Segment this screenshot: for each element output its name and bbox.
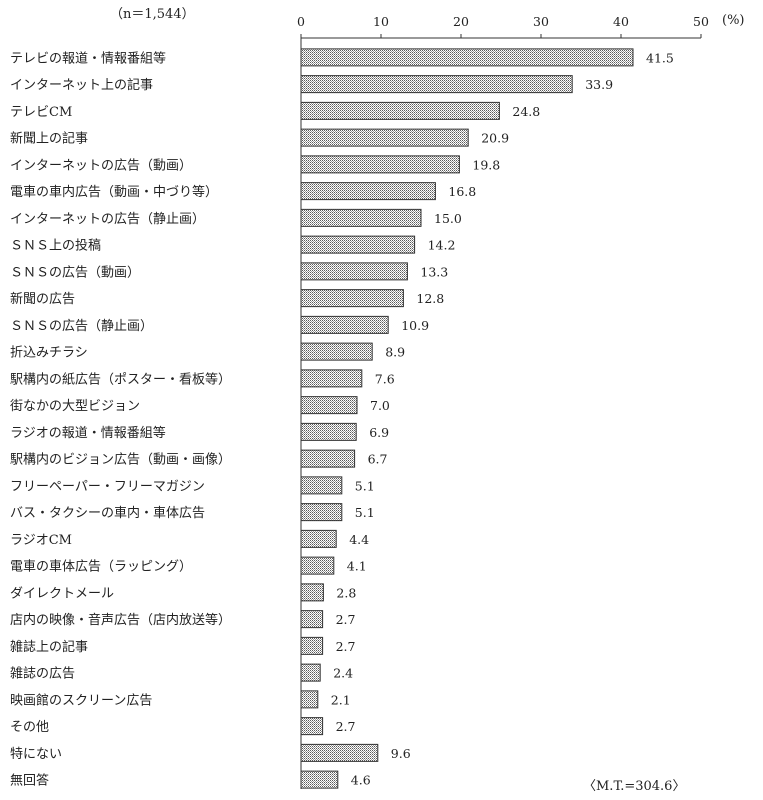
category-label: 店内の映像・音声広告（店内放送等） <box>10 612 231 628</box>
category-label: テレビCM <box>10 105 72 120</box>
category-label: 折込みチラシ <box>10 346 88 361</box>
value-label: 13.3 <box>420 264 448 279</box>
bar <box>300 289 404 308</box>
value-label: 33.9 <box>585 77 613 92</box>
bar <box>300 743 379 762</box>
value-label: 4.6 <box>351 773 371 788</box>
category-label: ＳＮＳの広告（動画） <box>10 265 140 280</box>
bar <box>300 75 573 94</box>
value-label: 2.7 <box>336 719 356 734</box>
bar <box>300 529 337 548</box>
value-label: 6.9 <box>369 425 389 440</box>
value-label: 7.0 <box>370 398 390 413</box>
value-label: 10.9 <box>401 318 429 333</box>
bar <box>300 583 324 602</box>
value-label: 19.8 <box>472 157 500 172</box>
value-label: 4.1 <box>347 559 367 574</box>
bar <box>300 128 469 147</box>
category-label: 駅構内の紙広告（ポスター・看板等） <box>10 371 231 387</box>
category-label: 電車の車内広告（動画・中づり等） <box>10 184 218 200</box>
sample-size-label: （n＝1,544） <box>110 7 195 22</box>
category-label: ＳＮＳ上の投稿 <box>10 238 101 254</box>
value-label: 4.4 <box>349 532 369 547</box>
category-label: 街なかの大型ビジョン <box>10 399 140 414</box>
bar <box>300 636 324 655</box>
bar <box>300 396 358 415</box>
value-label: 2.7 <box>336 612 356 627</box>
unit-label: (%) <box>722 13 745 28</box>
category-label: ラジオCM <box>10 533 72 548</box>
value-label: 12.8 <box>416 291 444 306</box>
bar <box>300 556 335 575</box>
bar <box>300 610 324 629</box>
bar <box>300 182 436 201</box>
x-tick-label: 0 <box>297 14 305 29</box>
category-label: ダイレクトメール <box>10 586 114 601</box>
value-label: 2.8 <box>336 585 356 600</box>
category-label: バス・タクシーの車内・車体広告 <box>10 505 205 521</box>
value-label: 7.6 <box>375 371 395 386</box>
category-label: インターネット上の記事 <box>10 77 153 93</box>
category-label: インターネットの広告（静止画） <box>10 212 205 227</box>
category-label: 無回答 <box>10 773 49 789</box>
category-label: 特にない <box>10 747 62 762</box>
bar <box>300 262 408 281</box>
bar <box>300 770 339 789</box>
value-label: 16.8 <box>448 184 476 199</box>
value-label: 6.7 <box>368 452 388 467</box>
category-label: 新聞上の記事 <box>10 131 88 147</box>
value-label: 9.6 <box>391 746 411 761</box>
bar <box>300 315 389 334</box>
category-label: その他 <box>10 720 49 735</box>
category-label: 雑誌の広告 <box>10 666 75 682</box>
category-label: 駅構内のビジョン広告（動画・画像） <box>10 452 231 468</box>
category-label: 雑誌上の記事 <box>10 639 88 655</box>
bar <box>300 155 460 174</box>
category-label: 電車の車体広告（ラッピング） <box>10 560 192 575</box>
value-label: 5.1 <box>355 505 375 520</box>
value-label: 2.4 <box>333 666 353 681</box>
bar <box>300 369 363 388</box>
x-tick-label: 20 <box>453 14 469 29</box>
value-label: 24.8 <box>512 104 540 119</box>
bar <box>300 235 416 254</box>
bar <box>300 717 324 736</box>
bar <box>300 208 422 227</box>
value-label: 41.5 <box>646 50 674 65</box>
category-label: 映画館のスクリーン広告 <box>10 693 152 708</box>
value-label: 14.2 <box>428 238 456 253</box>
bar <box>300 476 343 495</box>
bar <box>300 503 343 522</box>
bar <box>300 690 319 709</box>
value-label: 15.0 <box>434 211 462 226</box>
bar <box>300 663 321 682</box>
bar <box>300 422 357 441</box>
total-note: 〈M.T.=304.6〉 <box>583 779 685 794</box>
bars: テレビの報道・情報番組等 41.5 インターネット上の記事 33.9 テレビCM 24.8… <box>10 48 674 789</box>
category-label: フリーペーパー・フリーマガジン <box>10 479 205 494</box>
value-label: 2.7 <box>336 639 356 654</box>
value-label: 20.9 <box>481 131 509 146</box>
bar <box>300 101 500 120</box>
category-label: 新聞の広告 <box>10 291 75 307</box>
category-label: テレビの報道・情報番組等 <box>10 50 166 66</box>
x-tick-label: 40 <box>613 14 629 29</box>
value-label: 8.9 <box>385 345 405 360</box>
category-label: インターネットの広告（動画） <box>10 158 192 173</box>
x-tick-label: 30 <box>533 14 549 29</box>
bar <box>300 342 373 361</box>
category-label: ＳＮＳの広告（静止画） <box>10 319 153 334</box>
value-label: 2.1 <box>331 692 351 707</box>
category-label: ラジオの報道・情報番組等 <box>10 425 166 441</box>
x-tick-label: 10 <box>373 14 389 29</box>
bar <box>300 449 356 468</box>
value-label: 5.1 <box>355 478 375 493</box>
x-tick-label: 50 <box>693 14 709 29</box>
bar <box>300 48 634 67</box>
